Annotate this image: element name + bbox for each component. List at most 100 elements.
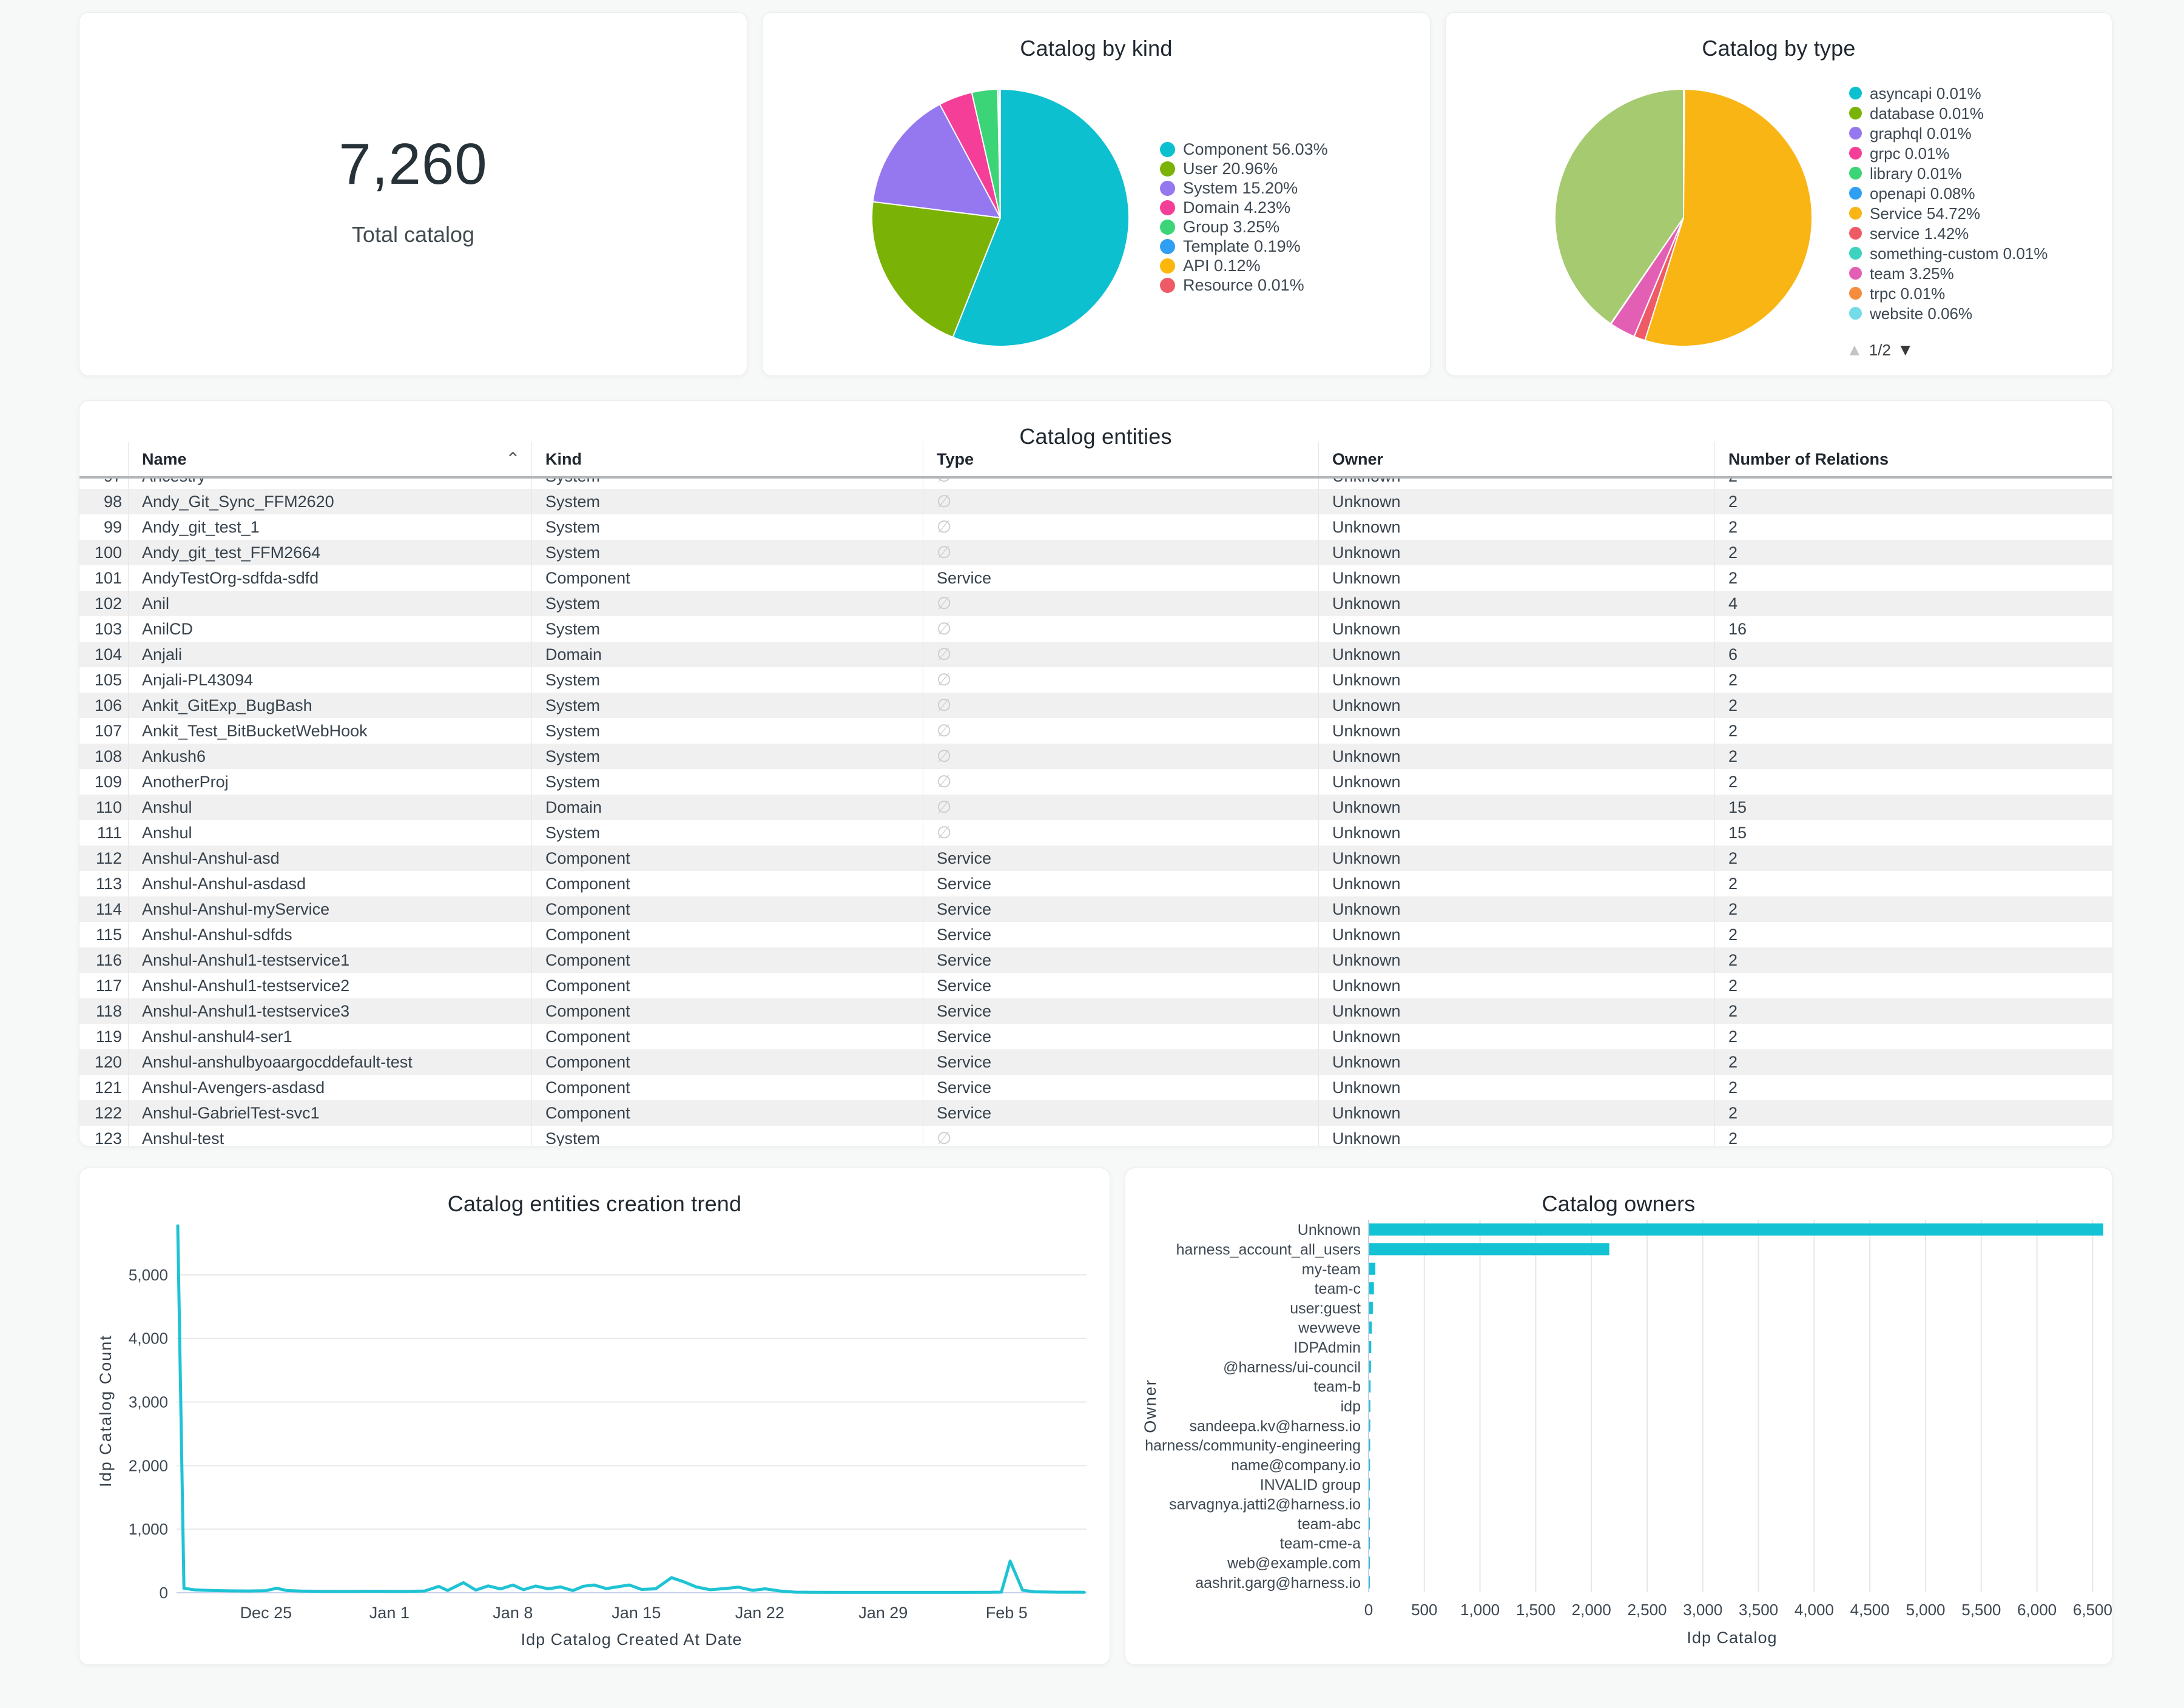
legend-pagination: ▲ 1/2 ▼ <box>1846 340 1914 360</box>
table-row[interactable]: 120 Anshul-anshulbyoaargocddefault-test Co… <box>79 1049 2112 1075</box>
column-header-type[interactable]: Type <box>923 442 1318 476</box>
svg-text:4,000: 4,000 <box>1795 1601 1834 1619</box>
svg-text:5,000: 5,000 <box>129 1266 168 1284</box>
table-row[interactable]: 98 Andy_Git_Sync_FFM2620 System ∅ Unknown 2 <box>79 489 2112 514</box>
legend-item-API[interactable]: API 0.12% <box>1160 257 1328 276</box>
table-row[interactable]: 107 Ankit_Test_BitBucketWebHook System ∅ Unk… <box>79 718 2112 744</box>
legend-item-Component[interactable]: Component 56.03% <box>1160 140 1328 160</box>
owner-bar-my-team[interactable] <box>1369 1262 1376 1275</box>
owner-bar-web@example.com[interactable] <box>1369 1556 1370 1569</box>
table-row[interactable]: 109 AnotherProj System ∅ Unknown 2 <box>79 769 2112 795</box>
table-row[interactable]: 100 Andy_git_test_FFM2664 System ∅ Unknown 2 <box>79 540 2112 565</box>
table-row[interactable]: 103 AnilCD System ∅ Unknown 16 <box>79 616 2112 642</box>
svg-text:4,000: 4,000 <box>129 1330 168 1348</box>
cell-type: ∅ <box>923 616 1318 642</box>
owner-bar-team-c[interactable] <box>1369 1282 1374 1295</box>
cell-name: Anshul-Anshul-asdasd <box>128 871 531 896</box>
cell-owner: Unknown <box>1318 718 1714 744</box>
owner-bar-sarvagnya.jatti2@harness.io[interactable] <box>1369 1498 1370 1510</box>
column-header-owner[interactable]: Owner <box>1318 442 1714 476</box>
legend-item-graphql[interactable]: graphql 0.01% <box>1849 124 2058 144</box>
legend-label: library 0.01% <box>1870 164 1962 183</box>
pie-slice-User[interactable] <box>871 201 1001 338</box>
table-row[interactable]: 102 Anil System ∅ Unknown 4 <box>79 591 2112 616</box>
table-row[interactable]: 112 Anshul-Anshul-asd Component Service Unkn… <box>79 846 2112 871</box>
column-header-kind[interactable]: Kind <box>531 442 923 476</box>
row-number: 105 <box>94 671 122 689</box>
owner-bar-team-cme-a[interactable] <box>1369 1537 1370 1550</box>
table-row[interactable]: 117 Anshul-Anshul1-testservice2 Component S… <box>79 973 2112 998</box>
table-row[interactable]: 114 Anshul-Anshul-myService Component Servi… <box>79 896 2112 922</box>
table-row[interactable]: 118 Anshul-Anshul1-testservice3 Component S… <box>79 998 2112 1024</box>
pie-slice-other[interactable] <box>1554 89 1684 324</box>
legend-page-up-icon[interactable]: ▲ <box>1846 340 1863 359</box>
owner-bar-harness_account_all_users[interactable] <box>1369 1243 1609 1256</box>
legend-item-System[interactable]: System 15.20% <box>1160 179 1328 198</box>
table-row[interactable]: 101 AndyTestOrg-sdfda-sdfd Component Servic… <box>79 565 2112 591</box>
table-row[interactable]: 113 Anshul-Anshul-asdasd Component Service U… <box>79 871 2112 896</box>
cell-owner: Unknown <box>1318 540 1714 565</box>
owner-bar-aashrit.garg@harness.io[interactable] <box>1369 1576 1370 1589</box>
pie-slice-Component[interactable] <box>952 89 1130 347</box>
sort-ascending-icon[interactable]: ⌃ <box>505 449 521 469</box>
legend-item-website[interactable]: website 0.06% <box>1849 304 2058 324</box>
legend-item-asyncapi[interactable]: asyncapi 0.01% <box>1849 84 2058 104</box>
legend-item-grpc[interactable]: grpc 0.01% <box>1849 144 2058 164</box>
table-row[interactable]: 116 Anshul-Anshul1-testservice1 Component S… <box>79 947 2112 973</box>
legend-item-service[interactable]: service 1.42% <box>1849 224 2058 244</box>
legend-item-openapi[interactable]: openapi 0.08% <box>1849 184 2058 204</box>
legend-page-down-icon[interactable]: ▼ <box>1896 340 1914 359</box>
table-row[interactable]: 119 Anshul-anshul4-ser1 Component Service Un… <box>79 1024 2112 1049</box>
cell-owner: Unknown <box>1318 1049 1714 1075</box>
pie-slice-System[interactable] <box>872 104 1001 218</box>
owner-bar-@harness/ui-council[interactable] <box>1369 1360 1371 1373</box>
table-row[interactable]: 110 Anshul Domain ∅ Unknown 15 <box>79 795 2112 820</box>
legend-item-library[interactable]: library 0.01% <box>1849 164 2058 184</box>
legend-item-database[interactable]: database 0.01% <box>1849 104 2058 124</box>
owner-bar-Unknown[interactable] <box>1369 1223 2103 1236</box>
cell-type: ∅ <box>923 667 1318 693</box>
owner-bar-team-abc[interactable] <box>1369 1517 1370 1530</box>
svg-text:aashrit.garg@harness.io: aashrit.garg@harness.io <box>1195 1575 1361 1592</box>
legend-item-User[interactable]: User 20.96% <box>1160 160 1328 179</box>
table-row[interactable]: 106 Ankit_GitExp_BugBash System ∅ Unknown 2 <box>79 693 2112 718</box>
owner-bar-INVALID group[interactable] <box>1369 1478 1370 1491</box>
table-row[interactable]: 111 Anshul System ∅ Unknown 15 <box>79 820 2112 846</box>
table-row[interactable]: 121 Anshul-Avengers-asdasd Component Servic… <box>79 1075 2112 1100</box>
table-row[interactable]: 99 Andy_git_test_1 System ∅ Unknown 2 <box>79 514 2112 540</box>
owner-bar-sandeepa.kv@harness.io[interactable] <box>1369 1419 1370 1432</box>
legend-item-something-custom[interactable]: something-custom 0.01% <box>1849 244 2058 264</box>
cell-owner: Unknown <box>1318 795 1714 820</box>
legend-dot-icon <box>1849 127 1862 140</box>
table-row[interactable]: 104 Anjali Domain ∅ Unknown 6 <box>79 642 2112 667</box>
pie-slice-Service[interactable] <box>1644 89 1813 347</box>
legend-item-Group[interactable]: Group 3.25% <box>1160 218 1328 237</box>
legend-item-Resource[interactable]: Resource 0.01% <box>1160 276 1328 295</box>
owner-bar-IDPAdmin[interactable] <box>1369 1341 1372 1354</box>
table-scrollbar[interactable] <box>79 476 2112 479</box>
svg-text:Idp Catalog: Idp Catalog <box>1687 1629 1777 1647</box>
cell-name: Anil <box>128 591 531 616</box>
table-body: 97AncestrySystem∅Unknown298Andy_Git_Sync… <box>79 479 2112 1146</box>
table-row[interactable]: 105 Anjali-PL43094 System ∅ Unknown 2 <box>79 667 2112 693</box>
table-row[interactable]: 122 Anshul-GabrielTest-svc1 Component Servi… <box>79 1100 2112 1126</box>
legend-item-team[interactable]: team 3.25% <box>1849 264 2058 284</box>
cell-kind: System <box>531 540 923 565</box>
owner-bar-user:guest[interactable] <box>1369 1302 1373 1314</box>
column-header-relations[interactable]: Number of Relations <box>1714 442 2112 476</box>
legend-item-Domain[interactable]: Domain 4.23% <box>1160 198 1328 218</box>
legend-item-Template[interactable]: Template 0.19% <box>1160 237 1328 257</box>
table-row[interactable]: 123 Anshul-test System ∅ Unknown 2 <box>79 1126 2112 1146</box>
owner-bar-wevweve[interactable] <box>1369 1321 1372 1334</box>
owner-bar-name@company.io[interactable] <box>1369 1458 1370 1471</box>
owner-bar-harness/community-engineering[interactable] <box>1369 1439 1370 1451</box>
legend-item-Service[interactable]: Service 54.72% <box>1849 204 2058 224</box>
legend-item-trpc[interactable]: trpc 0.01% <box>1849 284 2058 304</box>
table-row[interactable]: 108 Ankush6 System ∅ Unknown 2 <box>79 744 2112 769</box>
table-row[interactable]: 115 Anshul-Anshul-sdfds Component Service Un… <box>79 922 2112 947</box>
column-header-name[interactable]: Name ⌃ <box>128 442 531 476</box>
trend-line[interactable] <box>176 1224 1086 1594</box>
owner-bar-idp[interactable] <box>1369 1400 1370 1412</box>
owner-bar-team-b[interactable] <box>1369 1380 1371 1393</box>
